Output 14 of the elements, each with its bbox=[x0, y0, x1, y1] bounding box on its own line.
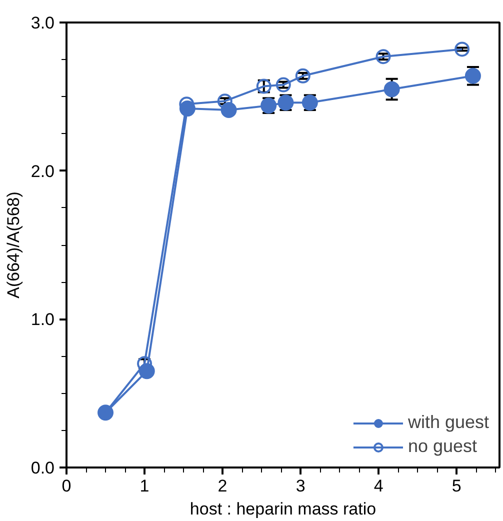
y-tick-label: 1.0 bbox=[30, 310, 55, 330]
y-tick-label: 3.0 bbox=[30, 14, 55, 32]
legend-label: with guest bbox=[408, 412, 489, 433]
y-tick-label: 2.0 bbox=[30, 162, 55, 181]
y-axis-title: A(664)/A(568) bbox=[4, 192, 23, 298]
x-tick-label: 2 bbox=[218, 476, 228, 496]
x-tick-label: 4 bbox=[374, 476, 384, 496]
x-tick-label: 1 bbox=[140, 476, 150, 496]
x-tick-label: 0 bbox=[62, 476, 72, 496]
legend-label: no guest bbox=[408, 436, 478, 457]
x-axis-title: host : heparin mass ratio bbox=[190, 500, 376, 518]
y-tick-label: 0.0 bbox=[30, 458, 55, 478]
x-tick-label: 5 bbox=[452, 476, 462, 496]
x-tick-label: 3 bbox=[296, 476, 306, 496]
